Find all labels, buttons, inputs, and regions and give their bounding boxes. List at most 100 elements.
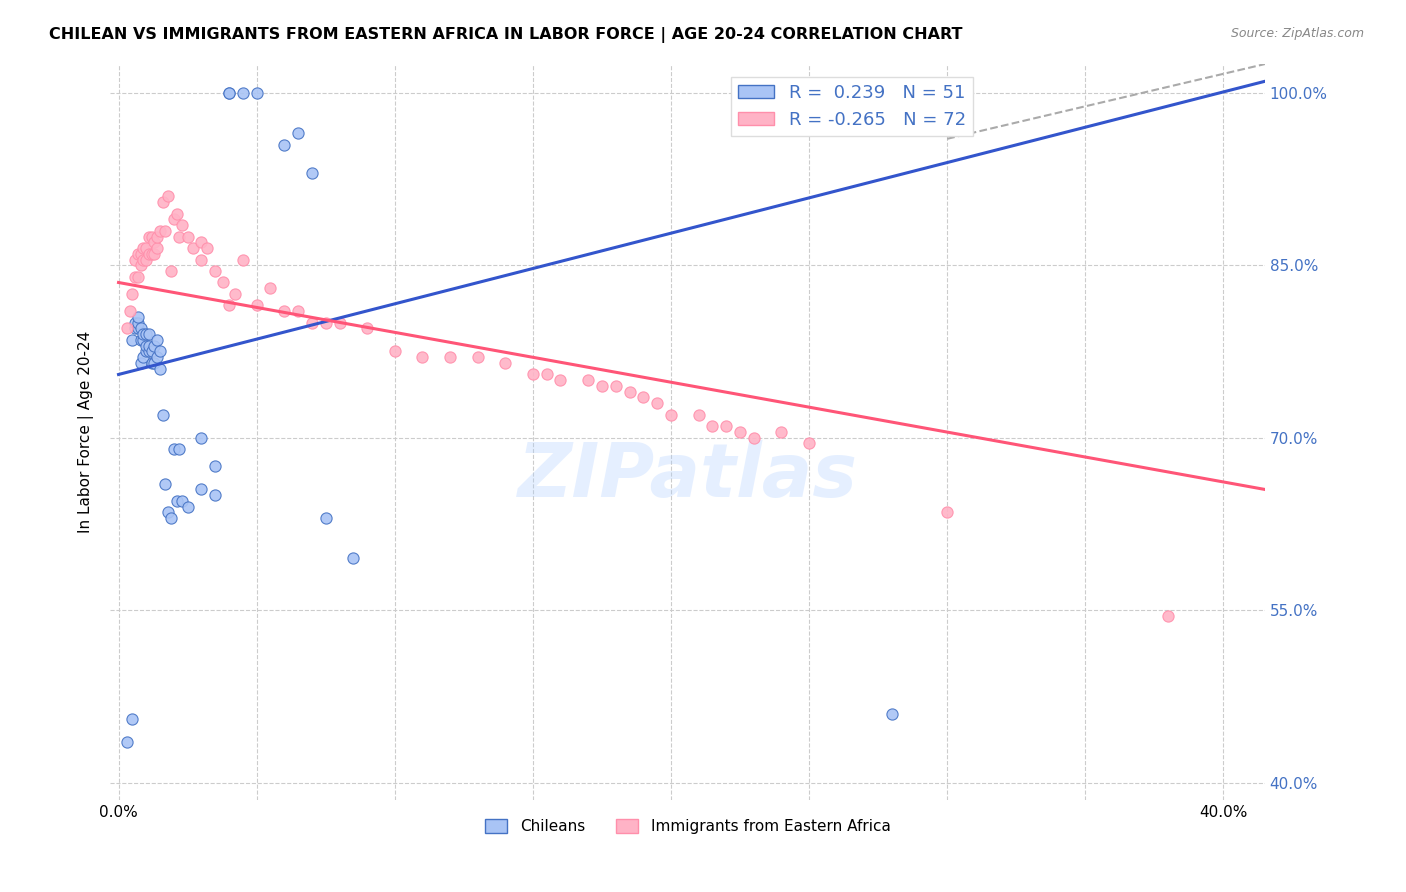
Point (124, 269, 146, 284)
Point (163, 442, 186, 457)
Point (797, 436, 820, 450)
Point (273, 137, 295, 152)
Point (190, 431, 212, 445)
Point (550, 373, 572, 387)
Point (141, 246, 163, 260)
Point (146, 241, 169, 255)
Text: Source: ZipAtlas.com: Source: ZipAtlas.com (1230, 27, 1364, 40)
Point (170, 494, 193, 508)
Point (315, 511, 337, 525)
Point (129, 333, 152, 347)
Point (494, 356, 516, 370)
Point (132, 252, 155, 267)
Point (176, 500, 198, 514)
Point (195, 241, 218, 255)
Point (129, 321, 152, 335)
Point (619, 384, 641, 399)
Point (301, 166, 323, 180)
Point (439, 350, 461, 364)
Point (138, 344, 160, 359)
Point (124, 321, 146, 335)
Point (576, 373, 599, 387)
Point (135, 339, 157, 353)
Point (702, 419, 724, 434)
Point (645, 396, 668, 410)
Point (141, 229, 163, 244)
Point (536, 368, 558, 382)
Point (218, 86, 240, 100)
Point (204, 459, 226, 474)
Point (152, 408, 174, 422)
Point (152, 194, 174, 209)
Point (146, 350, 169, 364)
Point (224, 287, 246, 301)
Text: CHILEAN VS IMMIGRANTS FROM EASTERN AFRICA IN LABOR FORCE | AGE 20-24 CORRELATION: CHILEAN VS IMMIGRANTS FROM EASTERN AFRIC… (49, 27, 963, 43)
Point (157, 189, 180, 203)
Point (384, 344, 406, 359)
Point (218, 86, 240, 100)
Point (605, 379, 627, 393)
Point (246, 298, 269, 312)
Point (1157, 608, 1180, 623)
Point (157, 505, 180, 519)
Point (135, 241, 157, 255)
Point (936, 505, 959, 519)
Point (356, 321, 378, 335)
Point (132, 327, 155, 342)
Point (166, 494, 188, 508)
Point (138, 229, 160, 244)
Point (522, 368, 544, 382)
Point (124, 316, 146, 330)
Point (287, 126, 309, 140)
Point (115, 321, 138, 335)
Point (124, 252, 146, 267)
Point (146, 333, 169, 347)
Point (169, 442, 191, 457)
Point (181, 241, 204, 255)
Point (135, 252, 157, 267)
Point (118, 304, 141, 318)
Point (204, 488, 226, 502)
Point (129, 246, 152, 260)
Point (138, 246, 160, 260)
Point (169, 229, 191, 244)
Point (246, 86, 269, 100)
Point (176, 229, 198, 244)
Point (138, 339, 160, 353)
Point (342, 551, 364, 566)
Point (212, 276, 235, 290)
Point (149, 361, 172, 376)
Point (127, 321, 149, 335)
Point (129, 258, 152, 272)
Point (127, 246, 149, 260)
Point (301, 316, 323, 330)
Point (160, 264, 183, 278)
Point (127, 316, 149, 330)
Point (155, 476, 177, 491)
Point (155, 224, 177, 238)
Point (121, 333, 143, 347)
Point (141, 356, 163, 370)
Point (190, 483, 212, 497)
Point (328, 316, 350, 330)
Point (716, 419, 738, 434)
Point (121, 712, 143, 726)
Point (163, 212, 186, 227)
Point (467, 350, 489, 364)
Point (770, 425, 793, 439)
Point (170, 218, 193, 232)
Point (232, 252, 254, 267)
Point (132, 241, 155, 255)
Point (232, 86, 254, 100)
Point (160, 511, 183, 525)
Point (143, 339, 166, 353)
Point (138, 327, 160, 342)
Point (218, 298, 240, 312)
Point (273, 304, 295, 318)
Point (411, 350, 433, 364)
Text: ZIPatlas: ZIPatlas (517, 440, 858, 513)
Point (728, 425, 751, 439)
Point (143, 246, 166, 260)
Point (149, 344, 172, 359)
Point (190, 252, 212, 267)
